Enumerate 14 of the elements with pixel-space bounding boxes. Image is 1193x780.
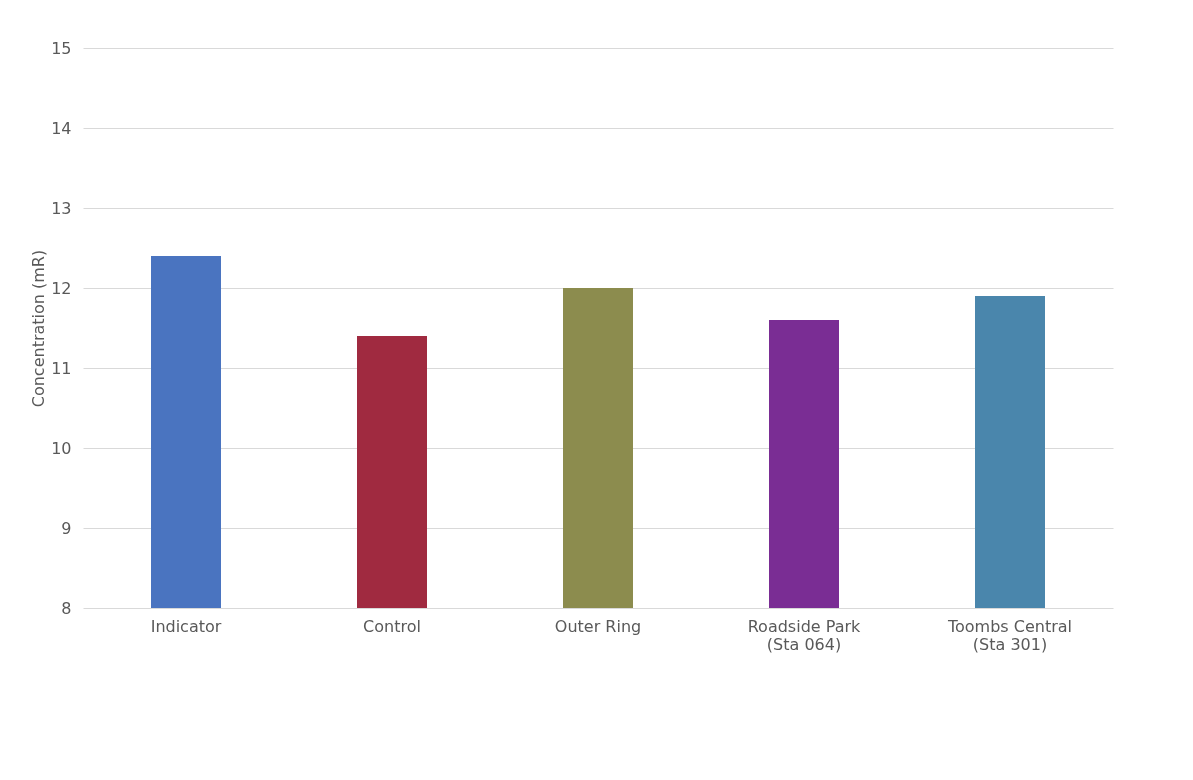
y-tick-label: 8 [61,598,72,618]
y-tick-label: 10 [51,438,72,458]
y-axis-title: Concentration (mR) [29,249,49,408]
x-tick-label: Control [363,616,421,636]
y-tick-label: 11 [51,358,72,378]
x-tick-label: Outer Ring [554,616,642,636]
x-tick-label: Indicator [150,616,222,636]
y-tick-label: 12 [51,278,72,298]
x-tick-label: Toombs Central (Sta 301) [946,616,1073,654]
y-tick-label: 9 [61,518,72,538]
x-tick-label: Roadside Park (Sta 064) [747,616,862,654]
y-tick-label: 15 [51,38,72,58]
y-tick-label: 14 [51,118,72,138]
y-tick-label: 13 [51,198,72,218]
